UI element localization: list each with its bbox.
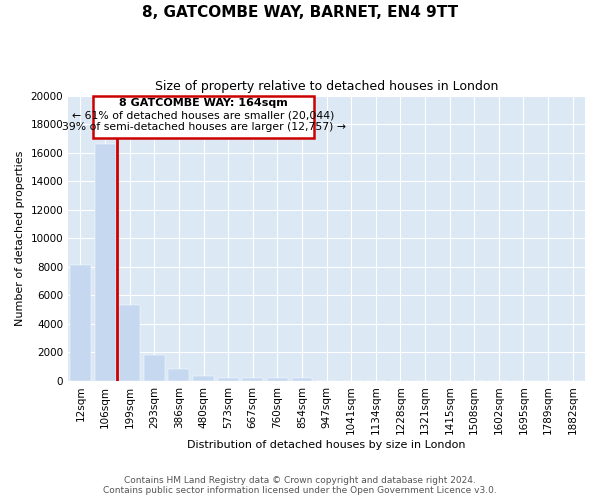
FancyBboxPatch shape <box>93 96 314 138</box>
Bar <box>242 378 263 381</box>
Bar <box>292 378 313 381</box>
Title: Size of property relative to detached houses in London: Size of property relative to detached ho… <box>155 80 498 93</box>
Text: 8, GATCOMBE WAY, BARNET, EN4 9TT: 8, GATCOMBE WAY, BARNET, EN4 9TT <box>142 5 458 20</box>
Text: ← 61% of detached houses are smaller (20,044): ← 61% of detached houses are smaller (20… <box>73 111 335 121</box>
Bar <box>218 378 239 381</box>
Text: 8 GATCOMBE WAY: 164sqm: 8 GATCOMBE WAY: 164sqm <box>119 98 288 108</box>
Text: 39% of semi-detached houses are larger (12,757) →: 39% of semi-detached houses are larger (… <box>62 122 346 132</box>
Bar <box>119 305 140 381</box>
X-axis label: Distribution of detached houses by size in London: Distribution of detached houses by size … <box>187 440 466 450</box>
Text: Contains HM Land Registry data © Crown copyright and database right 2024.
Contai: Contains HM Land Registry data © Crown c… <box>103 476 497 495</box>
Bar <box>70 266 91 381</box>
Bar <box>267 378 288 381</box>
Bar <box>193 376 214 381</box>
Y-axis label: Number of detached properties: Number of detached properties <box>15 150 25 326</box>
Bar <box>169 370 190 381</box>
Bar <box>144 355 165 381</box>
Bar <box>95 144 116 381</box>
